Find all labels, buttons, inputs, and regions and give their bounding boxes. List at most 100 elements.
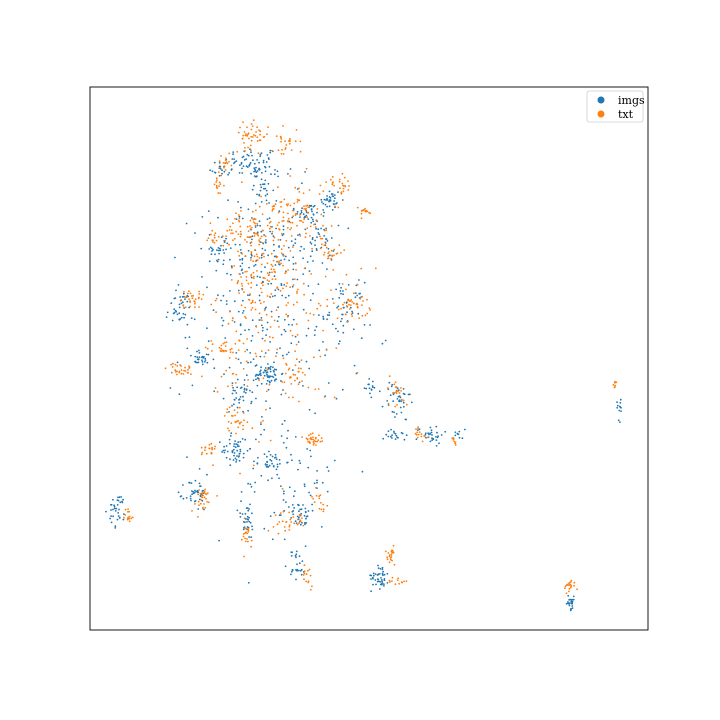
point-imgs xyxy=(232,403,235,406)
point-txt xyxy=(252,271,255,274)
point-imgs xyxy=(283,419,286,422)
point-imgs xyxy=(338,296,341,299)
point-txt xyxy=(252,218,255,221)
point-txt xyxy=(274,278,277,281)
point-txt xyxy=(184,296,186,298)
point-txt xyxy=(210,340,213,342)
point-txt xyxy=(194,298,197,301)
point-txt xyxy=(359,297,362,300)
point-imgs xyxy=(295,553,298,556)
point-txt xyxy=(219,183,222,186)
point-txt xyxy=(249,293,252,295)
point-txt xyxy=(337,206,340,209)
point-imgs xyxy=(292,318,295,321)
point-txt xyxy=(303,293,305,296)
point-imgs xyxy=(243,379,246,381)
point-imgs xyxy=(333,203,335,206)
point-imgs xyxy=(260,474,263,477)
point-txt xyxy=(260,291,263,294)
point-txt xyxy=(255,325,258,328)
point-imgs xyxy=(201,216,204,218)
point-imgs xyxy=(260,317,263,319)
point-imgs xyxy=(338,283,341,285)
point-imgs xyxy=(277,315,280,318)
point-txt xyxy=(322,508,325,511)
point-txt xyxy=(210,303,213,306)
point-txt xyxy=(217,235,220,238)
point-imgs xyxy=(196,356,199,359)
point-imgs xyxy=(260,382,263,385)
point-imgs xyxy=(264,179,267,182)
point-txt xyxy=(236,282,239,285)
point-imgs xyxy=(246,449,249,452)
point-txt xyxy=(333,254,335,257)
point-txt xyxy=(213,447,216,450)
point-imgs xyxy=(248,164,251,167)
point-txt xyxy=(294,364,297,367)
point-txt xyxy=(285,285,288,288)
point-imgs xyxy=(232,151,235,154)
point-txt xyxy=(321,440,324,442)
point-imgs xyxy=(329,197,332,199)
point-txt xyxy=(343,301,346,304)
point-txt xyxy=(247,230,250,233)
point-txt xyxy=(199,502,202,505)
point-txt xyxy=(260,263,263,266)
point-txt xyxy=(296,518,299,521)
point-txt xyxy=(318,495,321,498)
point-imgs xyxy=(282,389,284,391)
point-imgs xyxy=(402,401,405,404)
point-txt xyxy=(270,252,273,255)
point-txt xyxy=(323,229,326,232)
point-txt xyxy=(322,503,325,506)
point-txt xyxy=(568,582,570,585)
point-imgs xyxy=(268,202,270,204)
point-txt xyxy=(311,585,313,588)
point-imgs xyxy=(256,462,259,465)
point-imgs xyxy=(273,379,276,382)
point-txt xyxy=(291,334,294,337)
point-imgs xyxy=(208,260,211,263)
point-txt xyxy=(303,570,306,572)
point-imgs xyxy=(300,508,303,511)
point-txt xyxy=(267,126,269,128)
point-imgs xyxy=(207,353,210,356)
point-txt xyxy=(303,578,305,581)
point-txt xyxy=(351,301,353,303)
point-txt xyxy=(260,235,263,238)
point-imgs xyxy=(110,515,112,517)
point-txt xyxy=(308,568,311,571)
point-imgs xyxy=(271,455,274,458)
point-imgs xyxy=(567,594,570,597)
point-txt xyxy=(256,126,258,129)
point-imgs xyxy=(281,294,284,297)
point-txt xyxy=(250,139,253,142)
plot-frame xyxy=(89,86,649,631)
point-txt xyxy=(250,244,252,247)
point-imgs xyxy=(286,461,289,464)
point-txt xyxy=(318,193,321,196)
point-imgs xyxy=(273,173,276,176)
point-txt xyxy=(569,581,572,583)
point-imgs xyxy=(291,459,293,462)
point-txt xyxy=(352,302,355,305)
point-imgs xyxy=(381,566,384,569)
point-txt xyxy=(276,287,278,289)
point-imgs xyxy=(198,349,200,352)
point-imgs xyxy=(242,410,244,413)
point-imgs xyxy=(217,249,220,252)
point-txt xyxy=(230,279,233,281)
point-txt xyxy=(305,205,307,207)
point-imgs xyxy=(206,361,209,364)
point-imgs xyxy=(278,263,280,265)
point-imgs xyxy=(570,599,573,601)
point-txt xyxy=(348,185,350,187)
point-imgs xyxy=(269,407,271,410)
point-txt xyxy=(322,510,325,513)
point-imgs xyxy=(251,188,254,191)
point-imgs xyxy=(297,341,300,343)
point-txt xyxy=(189,305,191,308)
legend-label-txt: txt xyxy=(618,108,634,121)
point-imgs xyxy=(217,294,219,297)
point-txt xyxy=(277,239,280,241)
